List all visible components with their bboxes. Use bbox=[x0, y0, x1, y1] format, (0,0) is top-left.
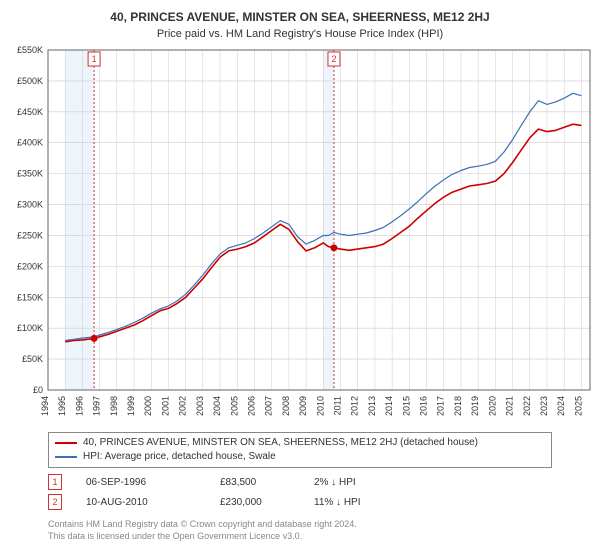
svg-text:1996: 1996 bbox=[74, 396, 84, 416]
chart-title: 40, PRINCES AVENUE, MINSTER ON SEA, SHEE… bbox=[0, 0, 600, 24]
marker-date: 10-AUG-2010 bbox=[86, 497, 196, 508]
svg-text:2002: 2002 bbox=[178, 396, 188, 416]
svg-text:2008: 2008 bbox=[281, 396, 291, 416]
svg-text:£50K: £50K bbox=[22, 354, 43, 364]
svg-text:2000: 2000 bbox=[143, 396, 153, 416]
svg-text:2013: 2013 bbox=[367, 396, 377, 416]
svg-text:2004: 2004 bbox=[212, 396, 222, 416]
marker-price: £83,500 bbox=[220, 477, 290, 488]
svg-text:2017: 2017 bbox=[436, 396, 446, 416]
svg-text:1997: 1997 bbox=[92, 396, 102, 416]
svg-text:2010: 2010 bbox=[315, 396, 325, 416]
legend-box: 40, PRINCES AVENUE, MINSTER ON SEA, SHEE… bbox=[48, 432, 552, 468]
svg-text:2014: 2014 bbox=[384, 396, 394, 416]
svg-text:£450K: £450K bbox=[17, 107, 43, 117]
svg-text:2025: 2025 bbox=[573, 396, 583, 416]
svg-text:1995: 1995 bbox=[57, 396, 67, 416]
marker-date: 06-SEP-1996 bbox=[86, 477, 196, 488]
svg-text:2023: 2023 bbox=[539, 396, 549, 416]
marker-row: 1 06-SEP-1996 £83,500 2% ↓ HPI bbox=[48, 472, 558, 492]
svg-text:2020: 2020 bbox=[487, 396, 497, 416]
svg-text:£200K: £200K bbox=[17, 261, 43, 271]
svg-text:2001: 2001 bbox=[160, 396, 170, 416]
legend-swatch bbox=[55, 456, 77, 458]
svg-text:£150K: £150K bbox=[17, 292, 43, 302]
svg-text:£0: £0 bbox=[33, 385, 43, 395]
svg-text:2022: 2022 bbox=[522, 396, 532, 416]
marker-number-box: 1 bbox=[48, 474, 62, 490]
legend-swatch bbox=[55, 442, 77, 444]
svg-text:2: 2 bbox=[331, 54, 336, 64]
svg-text:2009: 2009 bbox=[298, 396, 308, 416]
svg-text:2024: 2024 bbox=[556, 396, 566, 416]
markers-table: 1 06-SEP-1996 £83,500 2% ↓ HPI 2 10-AUG-2010 £… bbox=[48, 472, 558, 512]
footer-attribution: Contains HM Land Registry data © Crown c… bbox=[48, 518, 558, 542]
svg-text:2005: 2005 bbox=[229, 396, 239, 416]
figure-container: 40, PRINCES AVENUE, MINSTER ON SEA, SHEE… bbox=[0, 0, 600, 560]
marker-number-box: 2 bbox=[48, 494, 62, 510]
svg-text:£550K: £550K bbox=[17, 45, 43, 55]
svg-text:£500K: £500K bbox=[17, 76, 43, 86]
chart-svg: £0 £50K £100K £150K £200K £250K £300K £350K £400… bbox=[0, 44, 600, 424]
svg-text:2019: 2019 bbox=[470, 396, 480, 416]
svg-text:2011: 2011 bbox=[333, 396, 343, 415]
svg-text:£250K: £250K bbox=[17, 230, 43, 240]
svg-text:2003: 2003 bbox=[195, 396, 205, 416]
footer-line-1: Contains HM Land Registry data © Crown c… bbox=[48, 518, 558, 530]
svg-text:2016: 2016 bbox=[419, 396, 429, 416]
svg-text:£300K: £300K bbox=[17, 200, 43, 210]
legend-item: 40, PRINCES AVENUE, MINSTER ON SEA, SHEE… bbox=[55, 436, 545, 450]
marker-delta: 11% ↓ HPI bbox=[314, 497, 361, 508]
svg-text:1: 1 bbox=[92, 54, 97, 64]
svg-text:2018: 2018 bbox=[453, 396, 463, 416]
svg-text:£350K: £350K bbox=[17, 169, 43, 179]
marker-price: £230,000 bbox=[220, 497, 290, 508]
footer-line-2: This data is licensed under the Open Gov… bbox=[48, 530, 558, 542]
svg-text:2015: 2015 bbox=[401, 396, 411, 416]
legend-label: 40, PRINCES AVENUE, MINSTER ON SEA, SHEE… bbox=[83, 436, 478, 450]
svg-text:2006: 2006 bbox=[246, 396, 256, 416]
svg-text:1998: 1998 bbox=[109, 396, 119, 416]
svg-text:£400K: £400K bbox=[17, 138, 43, 148]
chart-area: £0 £50K £100K £150K £200K £250K £300K £350K £400… bbox=[0, 44, 600, 424]
svg-text:1994: 1994 bbox=[40, 396, 50, 416]
marker-delta: 2% ↓ HPI bbox=[314, 477, 356, 488]
svg-text:2012: 2012 bbox=[350, 396, 360, 416]
svg-text:2021: 2021 bbox=[505, 396, 515, 416]
legend-item: HPI: Average price, detached house, Swal… bbox=[55, 450, 545, 464]
svg-text:1999: 1999 bbox=[126, 396, 136, 416]
legend-label: HPI: Average price, detached house, Swal… bbox=[83, 450, 276, 464]
chart-subtitle: Price paid vs. HM Land Registry's House … bbox=[0, 24, 600, 40]
marker-row: 2 10-AUG-2010 £230,000 11% ↓ HPI bbox=[48, 492, 558, 512]
svg-text:2007: 2007 bbox=[264, 396, 274, 416]
svg-text:£100K: £100K bbox=[17, 323, 43, 333]
